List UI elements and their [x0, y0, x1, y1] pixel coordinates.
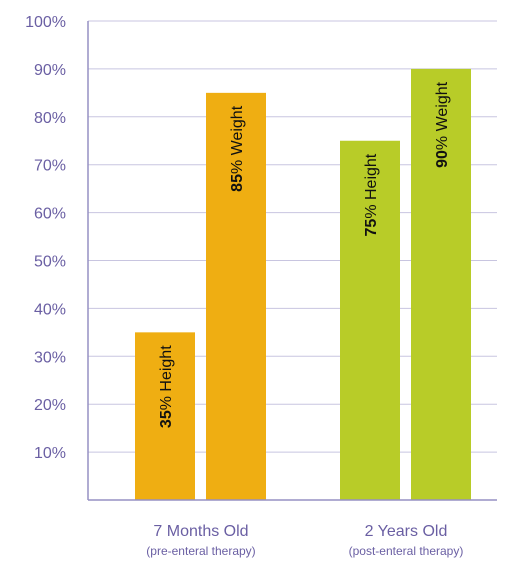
bar-label-text: % Weight: [434, 81, 451, 150]
x-category-sublabel: (post-enteral therapy): [349, 544, 464, 558]
x-category-label: 7 Months Old: [153, 523, 248, 540]
bar: [340, 140, 400, 500]
y-tick-labels: 10% 20% 30% 40% 50% 60% 70% 80% 90% 100%: [25, 14, 66, 462]
x-category-labels: 7 Months Old (pre-enteral therapy) 2 Years…: [146, 523, 463, 558]
bar: [135, 332, 195, 500]
bar-label: 90% Weight: [434, 81, 451, 168]
bar-label-value: 75: [363, 219, 380, 237]
bar-label-value: 90: [434, 150, 451, 168]
bar-label-text: % Height: [363, 153, 380, 218]
bar-label: 85% Weight: [229, 105, 246, 192]
bar-label-value: 85: [229, 174, 246, 192]
bar-label-text: % Height: [158, 345, 175, 410]
y-tick-label: 80%: [34, 110, 66, 127]
y-tick-label: 70%: [34, 158, 66, 175]
x-category-sublabel: (pre-enteral therapy): [146, 544, 255, 558]
bar-label: 75% Height: [363, 153, 380, 236]
bar: [206, 92, 266, 500]
axes: [87, 21, 497, 501]
y-tick-label: 30%: [34, 349, 66, 366]
y-tick-label: 60%: [34, 206, 66, 223]
x-category-label: 2 Years Old: [365, 523, 448, 540]
bar-label-value: 35: [158, 410, 175, 428]
y-tick-label: 100%: [25, 14, 66, 31]
y-tick-label: 20%: [34, 397, 66, 414]
bar: [411, 68, 471, 501]
bars: [135, 68, 471, 501]
y-tick-label: 90%: [34, 62, 66, 79]
y-tick-label: 40%: [34, 301, 66, 318]
bar-label-text: % Weight: [229, 105, 246, 174]
y-tick-label: 50%: [34, 254, 66, 271]
y-tick-label: 10%: [34, 445, 66, 462]
bar-label: 35% Height: [158, 345, 175, 428]
